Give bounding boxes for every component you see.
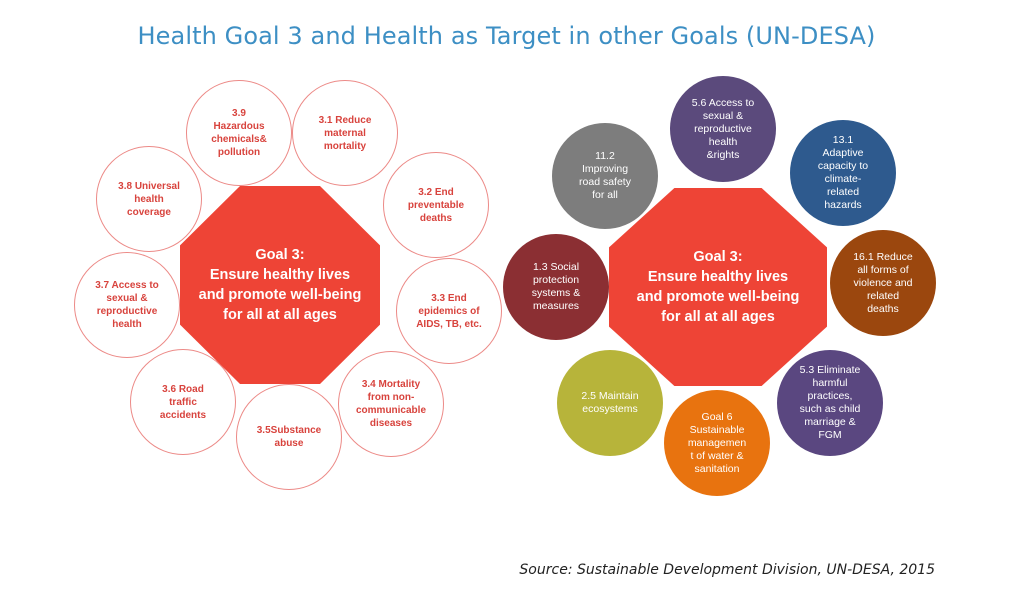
target-1-3: 1.3 Social protection systems & measures [503, 234, 609, 340]
page-title: Health Goal 3 and Health as Target in ot… [137, 22, 876, 50]
target-3-1: 3.1 Reduce maternal mortality [292, 80, 398, 186]
target-label: 3.8 Universal health coverage [118, 180, 180, 218]
target-label: 5.3 Eliminate harmful practices, such as… [799, 364, 861, 441]
target-3-7: 3.7 Access to sexual & reproductive heal… [74, 252, 180, 358]
target-16-1: 16.1 Reduce all forms of violence and re… [830, 230, 936, 336]
goal-3-label: Goal 3: Ensure healthy lives and promote… [636, 249, 800, 325]
target-label: Goal 6 Sustainable managemen t of water … [687, 410, 747, 475]
target-label: 3.2 End preventable deaths [407, 186, 465, 224]
target-5-6: 5.6 Access to sexual & reproductive heal… [670, 76, 776, 182]
target-label: 3.7 Access to sexual & reproductive heal… [95, 280, 159, 330]
target-13-1: 13.1 Adaptive capacity to climate- relat… [790, 120, 896, 226]
target-label: 2.5 Maintain ecosystems [581, 390, 639, 415]
target-3-8: 3.8 Universal health coverage [96, 146, 202, 252]
target-3-2: 3.2 End preventable deaths [383, 152, 489, 258]
target-3-6: 3.6 Road traffic accidents [130, 349, 236, 455]
goal-3-label: Goal 3: Ensure healthy lives and promote… [198, 247, 362, 323]
target-label: 16.1 Reduce all forms of violence and re… [853, 250, 913, 315]
target-3-4: 3.4 Mortality from non- communicable dis… [338, 351, 444, 457]
target-label: 3.3 End epidemics of AIDS, TB, etc. [416, 292, 482, 330]
target-label: 13.1 Adaptive capacity to climate- relat… [817, 134, 869, 211]
goal-6: Goal 6 Sustainable managemen t of water … [664, 390, 770, 496]
target-label: 3.9 Hazardous chemicals& pollution [211, 108, 267, 158]
goal-3-center-right: Goal 3: Ensure healthy lives and promote… [609, 188, 827, 386]
target-label: 1.3 Social protection systems & measures [531, 261, 581, 312]
target-label: 11.2 Improving road safety for all [579, 150, 631, 201]
target-5-3: 5.3 Eliminate harmful practices, such as… [777, 350, 883, 456]
target-label: 5.6 Access to sexual & reproductive heal… [691, 96, 755, 161]
source-caption: Source: Sustainable Development Division… [519, 562, 935, 578]
target-2-5: 2.5 Maintain ecosystems [557, 350, 663, 456]
target-3-5: 3.5Substance abuse [236, 384, 342, 490]
target-11-2: 11.2 Improving road safety for all [552, 123, 658, 229]
target-label: 3.4 Mortality from non- communicable dis… [355, 379, 427, 429]
target-label: 3.1 Reduce maternal mortality [318, 114, 372, 152]
target-3-9: 3.9 Hazardous chemicals& pollution [186, 80, 292, 186]
target-3-3: 3.3 End epidemics of AIDS, TB, etc. [396, 258, 502, 364]
target-label: 3.6 Road traffic accidents [159, 383, 207, 421]
goal-3-center-left: Goal 3: Ensure healthy lives and promote… [180, 186, 380, 384]
target-label: 3.5Substance abuse [256, 425, 322, 449]
